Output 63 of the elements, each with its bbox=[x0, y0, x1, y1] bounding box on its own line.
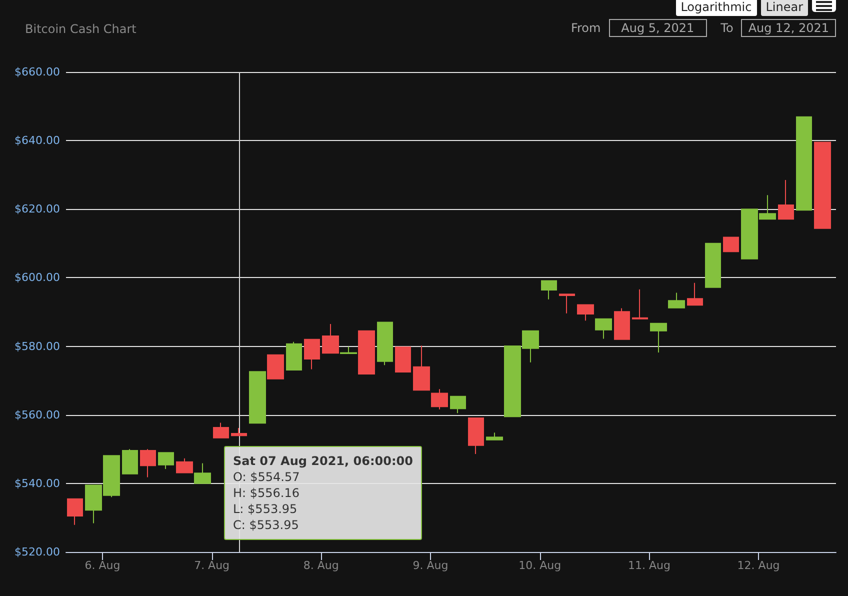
y-tick-label: $520.00 bbox=[14, 546, 60, 558]
annotation: Sat 07 Aug 2021, 06:00:00 bbox=[233, 453, 413, 469]
text: Linear bbox=[760, 0, 808, 16]
candlestick bbox=[723, 236, 739, 252]
candlestick bbox=[450, 396, 466, 414]
candlestick bbox=[67, 498, 83, 526]
candlestick bbox=[231, 428, 247, 436]
candlestick bbox=[140, 448, 156, 478]
y-tick-label: $600.00 bbox=[14, 271, 60, 284]
annotation: C: $553.95 bbox=[233, 517, 300, 533]
candlestick bbox=[322, 324, 339, 354]
y-tick-label: $560.00 bbox=[14, 408, 60, 422]
candlestick bbox=[687, 282, 703, 306]
candlestick bbox=[632, 288, 648, 320]
candlestick bbox=[304, 338, 320, 370]
y-tick-label: $580.00 bbox=[14, 340, 60, 353]
candlestick bbox=[559, 294, 575, 314]
candlestick bbox=[249, 371, 266, 424]
y-tick-label: $620.00 bbox=[14, 202, 60, 216]
candlestick bbox=[213, 422, 229, 438]
text: To bbox=[720, 21, 734, 35]
candlestick bbox=[614, 308, 630, 340]
x-tick-label: 10. Aug bbox=[518, 559, 562, 572]
candlestick bbox=[431, 388, 448, 410]
candlestick bbox=[286, 341, 302, 370]
candlestick bbox=[541, 280, 557, 300]
candlestick bbox=[267, 354, 284, 380]
annotation: L: $553.95 bbox=[233, 501, 298, 517]
x-tick-label: 7. Aug bbox=[194, 559, 230, 572]
x-tick-label: 9. Aug bbox=[412, 559, 448, 572]
candlestick bbox=[413, 345, 430, 391]
candlestick bbox=[796, 116, 812, 211]
text: From bbox=[570, 21, 601, 35]
candlestick bbox=[358, 330, 375, 375]
candlestick bbox=[595, 318, 612, 340]
candlestick bbox=[778, 180, 794, 220]
x-tick-label: 11. Aug bbox=[628, 559, 670, 572]
candlestick bbox=[194, 462, 211, 484]
candlestick bbox=[158, 452, 174, 470]
candlestick bbox=[668, 292, 685, 308]
text: Aug 12, 2021 bbox=[741, 19, 836, 37]
annotation: H: $556.16 bbox=[233, 485, 301, 501]
x-tick-label: 6. Aug bbox=[84, 559, 120, 572]
text: Aug 5, 2021 bbox=[608, 19, 707, 37]
candlestick bbox=[577, 304, 594, 322]
annotation: O: $554.57 bbox=[233, 469, 301, 485]
y-tick-label: $660.00 bbox=[14, 66, 60, 78]
text: Logarithmic bbox=[676, 0, 757, 16]
x-tick-label: 12. Aug bbox=[737, 559, 780, 572]
candlestick bbox=[340, 346, 357, 354]
candlestick bbox=[395, 346, 411, 372]
candlestick bbox=[650, 322, 667, 353]
candlestick bbox=[377, 322, 393, 366]
candlestick bbox=[176, 458, 193, 474]
candlestick bbox=[486, 432, 503, 440]
chart-title: Bitcoin Cash Chart bbox=[25, 22, 136, 36]
y-tick-label: $640.00 bbox=[14, 134, 60, 148]
x-tick-label: 8. Aug bbox=[303, 559, 339, 572]
candlestick bbox=[468, 417, 484, 454]
candlestick bbox=[705, 242, 721, 288]
candlestick bbox=[122, 448, 138, 474]
y-tick-label: $540.00 bbox=[14, 476, 60, 490]
candlestick bbox=[814, 142, 831, 229]
